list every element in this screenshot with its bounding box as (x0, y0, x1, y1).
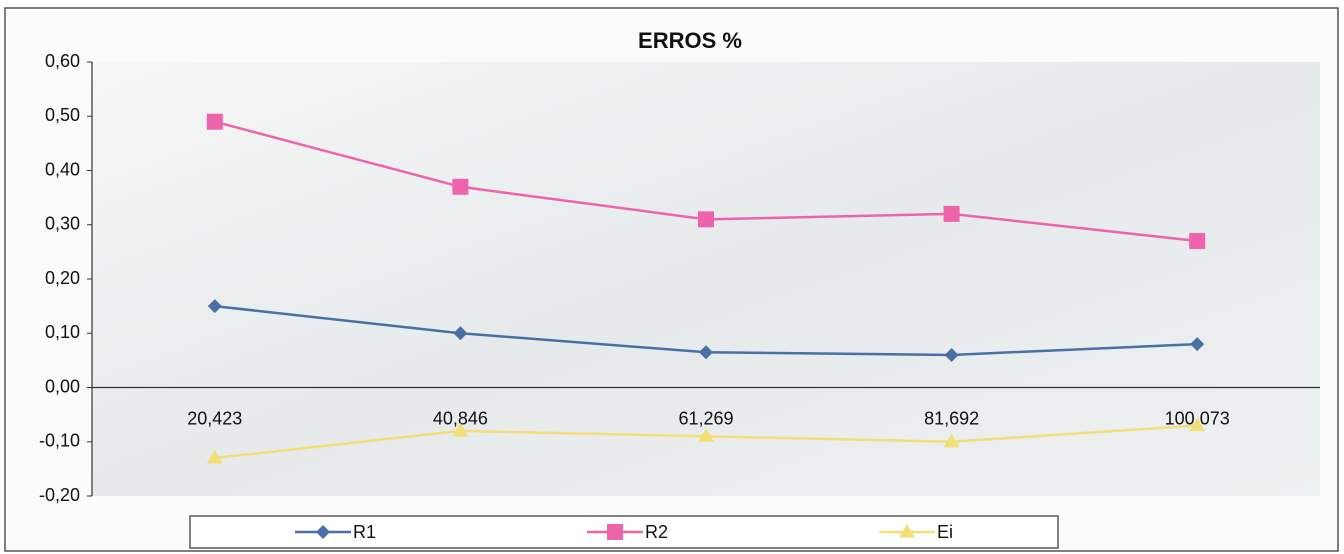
y-tick-label: 0,40 (45, 159, 80, 179)
y-tick-label: -0,20 (39, 485, 80, 505)
legend-marker (607, 524, 623, 540)
data-point (698, 211, 714, 227)
y-tick-label: 0,00 (45, 376, 80, 396)
legend-label: R1 (353, 522, 376, 542)
legend-label: R2 (645, 522, 668, 542)
x-tick-label: 81,692 (924, 408, 979, 428)
data-point (1189, 233, 1205, 249)
data-point (944, 206, 960, 222)
chart-title: ERROS % (638, 28, 742, 53)
x-tick-label: 61,269 (678, 408, 733, 428)
data-point (207, 114, 223, 130)
y-tick-label: 0,50 (45, 105, 80, 125)
y-tick-label: 0,10 (45, 322, 80, 342)
legend-label: Ei (937, 522, 953, 542)
chart: ERROS % -0,20 -0,10 0,00 0,10 0,20 0,30 0,40 0,… (0, 0, 1344, 554)
y-tick-label: -0,10 (39, 431, 80, 451)
y-tick-label: 0,60 (45, 51, 80, 71)
x-tick-label: 20,423 (187, 408, 242, 428)
y-tick-label: 0,20 (45, 268, 80, 288)
y-tick-label: 0,30 (45, 214, 80, 234)
data-point (452, 179, 468, 195)
